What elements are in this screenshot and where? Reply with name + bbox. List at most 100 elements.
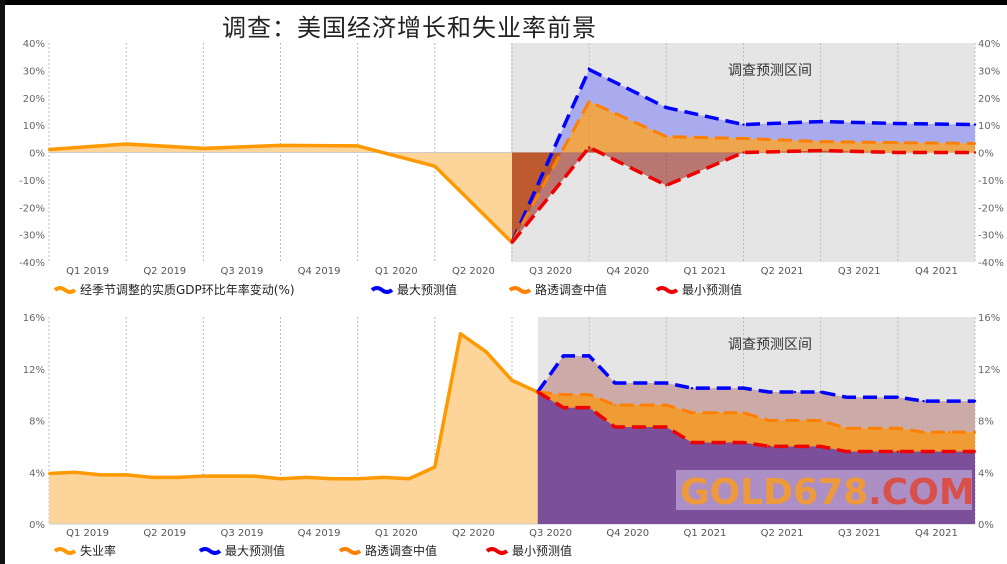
max-data-point [896,396,900,399]
min-data-point [510,241,514,244]
y-tick-label-right: 20% [978,94,1000,105]
watermark-text-com: .COM [868,472,975,513]
max-data-point [768,390,771,394]
legend-swatch-actual [53,547,77,555]
x-tick-label: Q1 2021 [683,266,726,277]
min-forecast-line [536,390,975,454]
unemployment-chart: Q1 2019 Q2 2019 Q3 2019 Q4 2019 Q1 2020 Q2 20… [23,313,1000,558]
x-tick-label: Q1 2020 [375,266,418,277]
legend-label-median: 路透调查中值 [365,543,437,558]
max-data-point [742,123,745,126]
y-tick-label-left: -40% [19,258,45,269]
median-min-band-fill [537,392,975,452]
legend-swatch-max [198,547,222,555]
min-data-point [536,390,539,394]
median-data-point [768,419,771,422]
median-data-point [870,427,874,430]
min-data-point [639,425,642,429]
actual-data-point [485,350,488,354]
watermark-backdrop [676,470,972,510]
median-data-point [742,137,745,140]
y-tick-label-left: 20% [23,94,45,105]
min-data-point [613,425,617,429]
actual-data-point [227,474,231,478]
actual-data-point [407,477,411,480]
max-data-point [562,354,565,358]
max-data-point [716,386,719,390]
max-data-point [870,396,874,399]
max-data-point [948,399,951,403]
y-tick-label-left: 8% [29,417,45,428]
median-data-point [665,403,668,407]
x-tick-label: Q2 2020 [452,528,495,539]
actual-area-fill [49,144,512,243]
x-tick-label: Q1 2019 [66,528,109,539]
min-data-point [793,445,797,448]
min-data-point [562,406,565,409]
x-tick-label: Q3 2021 [838,528,881,539]
max-data-point [587,354,591,358]
y-tick-label-left: 16% [23,313,45,324]
min-data-point [716,441,719,444]
median-data-point [973,142,977,145]
x-tick-label: Q3 2020 [529,528,572,539]
min-data-point [896,450,900,453]
max-data-point [587,68,591,71]
y-tick-label-right: 30% [978,66,1000,77]
x-tick-label: Q4 2021 [915,528,958,539]
min-data-point [665,184,668,187]
median-data-point [793,419,797,422]
y-tick-label-left: 0% [29,520,45,531]
x-tick-label: Q1 2019 [66,266,109,277]
window-frame-top [0,0,1007,5]
actual-data-point [47,148,51,151]
median-data-point [845,427,848,430]
min-data-point [742,441,745,444]
y-tick-label-left: 40% [23,39,45,50]
y-tick-label-right: -10% [978,176,1004,187]
min-data-point [896,151,900,154]
actual-data-point [124,473,128,477]
window-frame-left [0,0,5,564]
median-data-point [896,427,900,430]
median-data-point [690,411,694,414]
legend-label-min: 最小预测值 [512,543,572,558]
actual-data-point [459,332,462,336]
median-forecast-line [537,390,975,434]
median-data-point [639,403,642,407]
min-data-point [948,450,951,453]
actual-data-point [124,142,128,146]
actual-data-point [47,472,51,475]
x-tick-label: Q2 2019 [143,528,186,539]
max-data-point [742,386,745,390]
actual-data-point [202,147,205,150]
gdp-chart: Q1 2019 Q2 2019 Q3 2019 Q4 2019 Q1 2020 Q2 20… [19,39,1004,297]
y-tick-label-left: 4% [29,468,45,479]
max-data-point [896,122,900,125]
max-data-point [665,381,668,385]
x-tick-label: Q1 2020 [375,528,418,539]
y-tick-label-right: -20% [978,203,1004,214]
median-data-point [948,430,951,434]
max-data-point [819,120,822,123]
x-tick-label: Q4 2019 [298,266,341,277]
max-data-point [973,399,977,403]
legend-label-actual: 失业率 [80,543,116,558]
y-tick-label-right: 0% [978,520,994,531]
min-data-point [819,445,822,448]
legend-label-max: 最大预测值 [225,543,285,558]
max-median-band-fill [512,69,975,243]
x-tick-label: Q3 2020 [529,266,572,277]
median-data-point [562,393,565,396]
median-data-point [613,403,617,407]
y-tick-label-left: 0% [29,149,45,160]
y-tick-label-right: 40% [978,39,1000,50]
actual-area-fill [49,333,538,524]
median-data-point [587,100,591,103]
median-data-point [819,419,822,422]
max-data-point [665,106,668,109]
actual-data-point [510,379,514,382]
max-data-point [793,390,797,394]
legend-label-actual: 经季节调整的实质GDP环比年率变动(%) [80,282,295,297]
min-data-point [587,406,591,409]
